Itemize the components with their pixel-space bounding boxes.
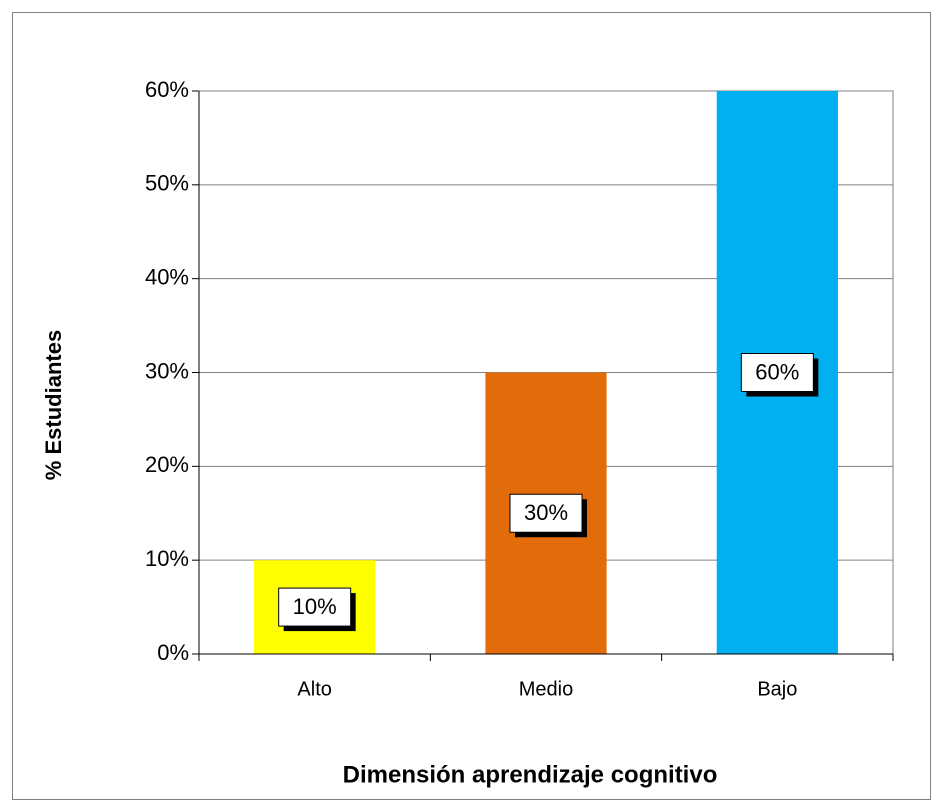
data-label-box [740,353,814,392]
y-tick-label: 0% [157,640,189,665]
y-tick-label: 60% [145,77,189,102]
data-label: 60% [755,359,799,384]
y-tick-label: 50% [145,171,189,196]
x-tick-label: Bajo [757,678,797,700]
x-axis-label: Dimensión aprendizaje cognitivo [343,761,718,788]
data-label-box [509,493,583,533]
y-tick-label: 20% [145,452,189,477]
x-tick-label: Alto [297,678,331,700]
data-label-box [278,587,352,627]
data-label: 10% [293,594,337,619]
y-tick-label: 10% [145,546,189,571]
y-axis-label: % Estudiantes [41,330,66,480]
data-label: 30% [524,500,568,525]
y-tick-label: 30% [145,358,189,383]
y-tick-label: 40% [145,264,189,289]
x-tick-label: Medio [519,678,573,700]
